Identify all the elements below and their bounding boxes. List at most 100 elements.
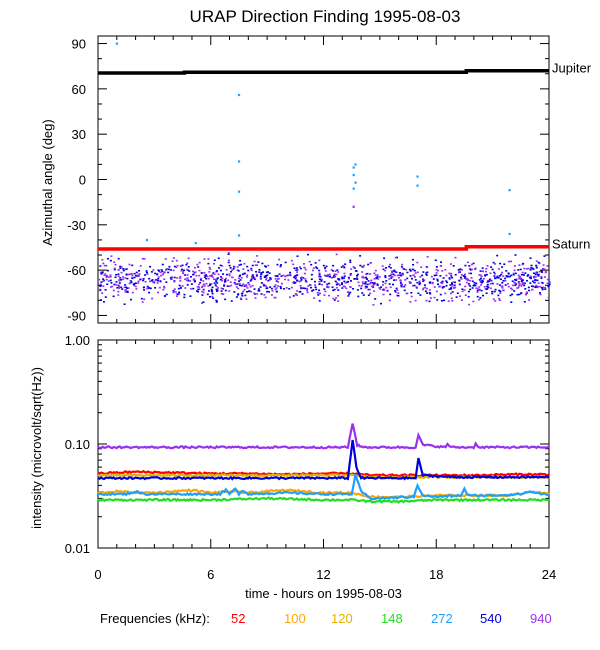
azimuth-scatter-point-540 [531,280,534,283]
azimuth-scatter-point-940 [217,287,220,289]
azimuth-scatter-point-540 [246,265,249,268]
azimuth-scatter-point-940 [479,274,482,277]
azimuth-scatter-point-940 [409,301,412,303]
azimuth-scatter-point-940 [224,277,227,280]
azimuth-scatter-point-940 [541,267,544,270]
azimuth-scatter-point-940 [154,279,157,282]
azimuth-scatter-point-940 [479,284,482,286]
azimuth-scatter-point-540 [362,294,365,296]
azimuth-scatter-point-940 [521,263,524,266]
azimuth-scatter-point-940 [255,273,258,276]
azimuth-point-940 [352,205,355,208]
azimuth-scatter-point-540 [371,281,374,284]
azimuth-scatter-point-940 [105,264,108,267]
azimuth-scatter-point-540 [247,269,250,272]
frequency-legend-label: Frequencies (kHz): [100,611,210,626]
azimuth-scatter-point-940 [202,280,205,282]
azimuth-scatter-point-940 [415,286,418,288]
azimuth-scatter-point-940 [335,297,338,299]
azimuth-scatter-point-540 [310,263,313,266]
azimuth-scatter-point-940 [396,289,399,291]
azimuth-scatter-point-940 [101,258,104,261]
azimuth-scatter-point-940 [390,273,393,276]
azimuth-scatter-point-540 [535,264,538,267]
azimuth-scatter-point-540 [367,280,370,282]
azimuth-scatter-point-540 [210,275,213,277]
azimuth-scatter-point-540 [540,277,543,279]
azimuth-scatter-point-940 [122,278,125,281]
azimuth-scatter-point-540 [253,288,256,290]
azimuth-scatter-point-540 [219,278,222,281]
azimuth-scatter-point-540 [336,269,339,271]
azimuth-scatter-point-940 [404,279,407,281]
azimuth-scatter-point-540 [173,265,176,268]
azimuth-scatter-point-540 [534,286,537,289]
azimuth-scatter-point-940 [239,297,242,300]
azimuth-scatter-point-540 [126,277,129,280]
azimuth-scatter-point-940 [323,294,326,296]
azimuth-scatter-point-540 [212,297,215,299]
azimuth-scatter-point-540 [440,299,443,302]
azimuth-scatter-point-940 [191,270,194,273]
azimuth-scatter-point-540 [535,266,538,269]
azimuth-scatter-point-540 [491,290,494,293]
azimuth-scatter-point-540 [177,287,180,290]
azimuth-scatter-point-940 [156,282,159,284]
azimuth-scatter-point-940 [501,271,504,274]
azimuth-scatter-point-540 [217,257,220,260]
legend-item-100: 100 [284,611,306,626]
azimuth-scatter-point-540 [317,294,320,296]
azimuth-scatter-point-940 [362,266,365,268]
azimuth-scatter-point-540 [436,278,439,281]
azimuth-scatter-point-540 [529,257,532,259]
azimuth-scatter-point-540 [400,266,403,268]
azimuth-scatter-point-540 [189,295,192,297]
azimuth-scatter-point-540 [197,266,200,268]
azimuth-scatter-point-940 [303,272,306,275]
azimuth-scatter-point-940 [182,272,185,275]
azimuth-scatter-point-940 [502,275,505,277]
saturn-label: Saturn [552,237,590,252]
azimuth-scatter-point-940 [396,274,399,277]
azimuth-scatter-point-540 [279,287,282,290]
azimuth-scatter-point-540 [310,273,313,276]
azimuth-scatter-point-540 [145,270,148,272]
azimuth-scatter-point-940 [162,288,165,291]
azimuth-scatter-point-940 [536,285,539,288]
azimuth-scatter-point-540 [241,292,244,295]
azimuth-scatter-point-540 [206,293,209,296]
azimuth-scatter-point-940 [186,262,189,265]
azimuth-scatter-point-940 [489,287,492,290]
azimuth-scatter-point-540 [184,274,187,276]
azimuth-scatter-point-540 [532,272,535,275]
azimuth-scatter-point-940 [515,278,518,281]
azimuth-scatter-point-940 [517,286,520,289]
azimuth-scatter-point-540 [325,275,328,277]
azimuth-scatter-point-540 [215,270,218,272]
azimuth-scatter-point-940 [467,279,470,282]
intensity-series-272 [97,474,550,501]
azimuth-scatter-point-940 [313,297,316,299]
azimuth-scatter-point-540 [293,276,296,279]
azimuth-scatter-point-940 [338,277,341,280]
azimuth-scatter-point-540 [324,267,327,269]
azimuth-scatter-point-540 [467,295,470,298]
azimuth-scatter-point-540 [467,290,470,293]
azimuth-scatter-point-540 [167,268,170,271]
azimuth-scatter-point-540 [440,261,443,263]
azimuth-scatter-point-940 [486,279,489,282]
azimuth-point-272 [508,232,511,236]
azimuth-scatter-point-540 [266,271,269,273]
azimuth-scatter-point-940 [215,270,218,273]
azimuth-scatter-point-540 [403,268,406,270]
azimuth-scatter-point-540 [302,277,305,279]
azimuth-scatter-point-540 [343,280,346,283]
azimuth-scatter-point-540 [499,290,502,292]
azimuth-scatter-point-540 [312,289,315,291]
azimuth-scatter-point-940 [501,287,504,289]
azimuth-scatter-point-540 [476,295,479,298]
azimuth-scatter-point-540 [510,274,513,277]
azimuth-scatter-point-940 [137,282,140,284]
azimuth-scatter-point-940 [395,279,398,281]
azimuth-scatter-point-540 [538,292,541,294]
